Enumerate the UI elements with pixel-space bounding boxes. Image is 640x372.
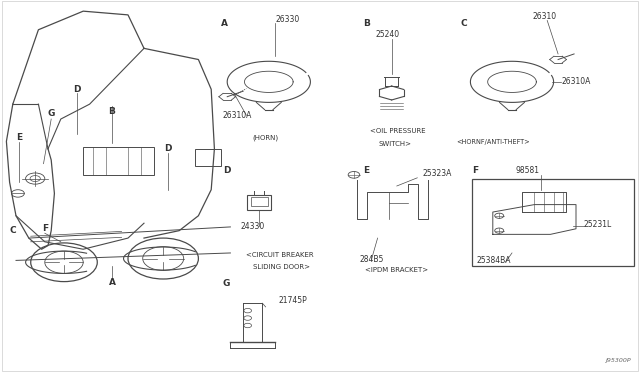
- Text: 26310A: 26310A: [562, 77, 591, 86]
- Text: <IPDM BRACKET>: <IPDM BRACKET>: [365, 267, 428, 273]
- Text: (HORN): (HORN): [253, 135, 278, 141]
- Text: <OIL PRESSURE: <OIL PRESSURE: [370, 128, 426, 134]
- Bar: [251, 197, 268, 206]
- Text: 21745P: 21745P: [278, 296, 307, 305]
- Bar: [195, 149, 221, 166]
- Text: J95300P: J95300P: [605, 357, 630, 363]
- Text: D: D: [164, 144, 172, 153]
- Text: C: C: [461, 19, 467, 28]
- Text: G: G: [47, 109, 55, 118]
- Text: C: C: [10, 226, 16, 235]
- Bar: [472, 179, 634, 266]
- Text: B: B: [109, 107, 115, 116]
- Text: <CIRCUIT BREAKER: <CIRCUIT BREAKER: [246, 252, 314, 258]
- Text: D: D: [223, 166, 230, 175]
- Text: <HORNF/ANTI-THEFT>: <HORNF/ANTI-THEFT>: [456, 140, 530, 145]
- Text: 98581: 98581: [516, 166, 540, 175]
- Text: G: G: [223, 279, 230, 288]
- Bar: [247, 195, 271, 210]
- Text: 26310: 26310: [532, 12, 557, 21]
- Text: E: E: [16, 133, 22, 142]
- Text: B: B: [364, 19, 371, 28]
- Text: 25323A: 25323A: [422, 169, 452, 177]
- Bar: [83, 147, 154, 175]
- Text: 24330: 24330: [241, 222, 265, 231]
- Text: A: A: [221, 19, 228, 28]
- Text: F: F: [42, 224, 48, 233]
- Text: 284B5: 284B5: [360, 255, 384, 264]
- Text: SWITCH>: SWITCH>: [379, 141, 412, 147]
- Text: A: A: [109, 278, 115, 287]
- Text: 26330: 26330: [275, 15, 300, 24]
- Text: D: D: [73, 85, 81, 94]
- Text: 25240: 25240: [375, 30, 399, 39]
- Text: 25384BA: 25384BA: [477, 256, 511, 265]
- Text: 26310A: 26310A: [223, 111, 252, 120]
- Text: E: E: [364, 166, 370, 175]
- Text: F: F: [472, 166, 479, 175]
- Text: 25231L: 25231L: [584, 220, 612, 229]
- Text: SLIDING DOOR>: SLIDING DOOR>: [253, 264, 310, 270]
